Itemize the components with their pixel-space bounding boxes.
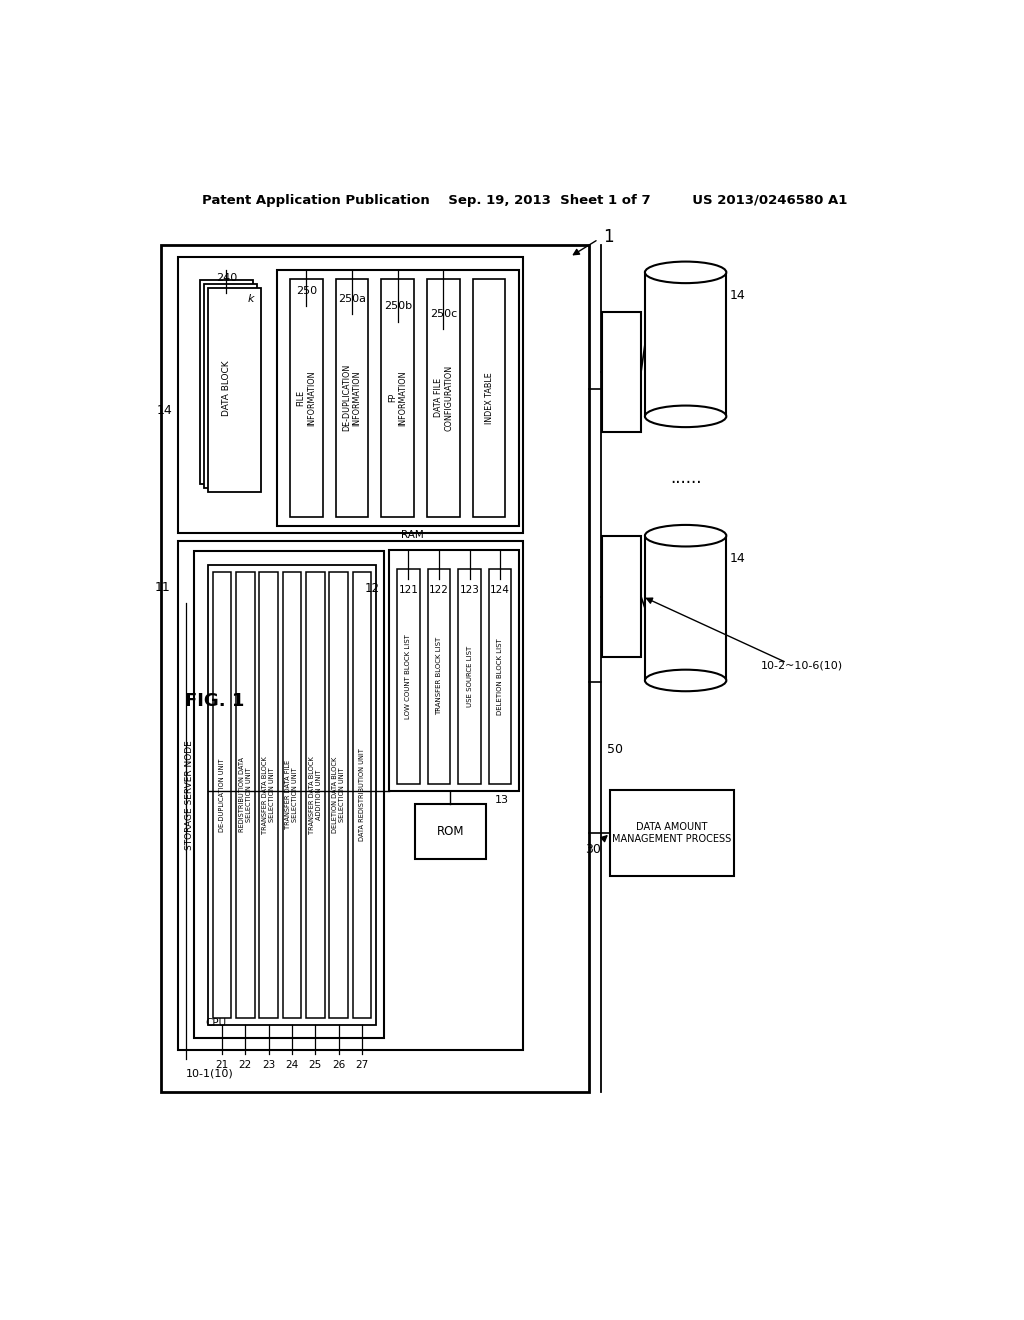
Ellipse shape bbox=[645, 669, 726, 692]
FancyBboxPatch shape bbox=[389, 549, 519, 792]
Text: 250b: 250b bbox=[384, 301, 412, 312]
Text: 30: 30 bbox=[585, 842, 601, 855]
Text: 50: 50 bbox=[606, 743, 623, 756]
FancyBboxPatch shape bbox=[276, 271, 518, 525]
FancyBboxPatch shape bbox=[336, 279, 369, 517]
Text: 22: 22 bbox=[239, 1060, 252, 1071]
FancyBboxPatch shape bbox=[200, 280, 253, 484]
FancyBboxPatch shape bbox=[259, 572, 278, 1018]
Text: ......: ...... bbox=[670, 469, 701, 487]
FancyBboxPatch shape bbox=[213, 572, 231, 1018]
FancyBboxPatch shape bbox=[602, 313, 641, 432]
Ellipse shape bbox=[645, 525, 726, 546]
Text: CPU: CPU bbox=[206, 1019, 226, 1028]
FancyBboxPatch shape bbox=[161, 244, 589, 1092]
Text: 1: 1 bbox=[603, 228, 613, 246]
FancyBboxPatch shape bbox=[473, 279, 506, 517]
Text: TRANSFER DATA FILE
SELECTION UNIT: TRANSFER DATA FILE SELECTION UNIT bbox=[286, 760, 298, 829]
Text: DELETION DATA BLOCK
SELECTION UNIT: DELETION DATA BLOCK SELECTION UNIT bbox=[332, 756, 345, 833]
FancyBboxPatch shape bbox=[208, 565, 376, 1024]
Text: 26: 26 bbox=[332, 1060, 345, 1071]
Text: LOW COUNT BLOCK LIST: LOW COUNT BLOCK LIST bbox=[406, 634, 412, 718]
Text: RAM: RAM bbox=[400, 531, 424, 540]
FancyBboxPatch shape bbox=[610, 789, 734, 876]
Text: 13: 13 bbox=[495, 795, 509, 805]
Text: 121: 121 bbox=[398, 585, 419, 594]
FancyBboxPatch shape bbox=[208, 288, 260, 492]
FancyBboxPatch shape bbox=[290, 279, 323, 517]
FancyBboxPatch shape bbox=[459, 569, 481, 784]
FancyBboxPatch shape bbox=[428, 569, 451, 784]
Text: FP
INFORMATION: FP INFORMATION bbox=[388, 370, 408, 425]
FancyBboxPatch shape bbox=[236, 572, 255, 1018]
Ellipse shape bbox=[645, 261, 726, 284]
Text: 250a: 250a bbox=[338, 293, 366, 304]
Text: 21: 21 bbox=[215, 1060, 228, 1071]
Text: 27: 27 bbox=[355, 1060, 369, 1071]
Text: 11: 11 bbox=[155, 581, 171, 594]
Text: 240: 240 bbox=[216, 273, 237, 282]
FancyBboxPatch shape bbox=[415, 804, 486, 859]
Text: k: k bbox=[247, 293, 254, 304]
Text: 24: 24 bbox=[286, 1060, 299, 1071]
FancyBboxPatch shape bbox=[178, 541, 523, 1051]
Text: 14: 14 bbox=[730, 289, 745, 302]
FancyBboxPatch shape bbox=[397, 569, 420, 784]
Text: STORAGE SERVER NODE: STORAGE SERVER NODE bbox=[184, 741, 194, 850]
Text: 122: 122 bbox=[429, 585, 449, 594]
Text: 10-2~10-6(10): 10-2~10-6(10) bbox=[761, 660, 844, 671]
Text: FIG. 1: FIG. 1 bbox=[185, 692, 245, 710]
FancyBboxPatch shape bbox=[194, 552, 384, 1038]
Text: 124: 124 bbox=[490, 585, 510, 594]
Ellipse shape bbox=[645, 405, 726, 428]
Text: Patent Application Publication    Sep. 19, 2013  Sheet 1 of 7         US 2013/02: Patent Application Publication Sep. 19, … bbox=[202, 194, 848, 207]
FancyBboxPatch shape bbox=[427, 279, 460, 517]
Text: 14: 14 bbox=[730, 552, 745, 565]
Text: DE-DUPLICATION UNIT: DE-DUPLICATION UNIT bbox=[219, 758, 225, 832]
Text: USE SOURCE LIST: USE SOURCE LIST bbox=[467, 645, 472, 706]
Text: DELETION BLOCK LIST: DELETION BLOCK LIST bbox=[497, 638, 503, 714]
Text: 10-1(10): 10-1(10) bbox=[185, 1068, 233, 1078]
FancyBboxPatch shape bbox=[381, 279, 414, 517]
FancyBboxPatch shape bbox=[645, 536, 726, 681]
FancyBboxPatch shape bbox=[645, 272, 726, 416]
Text: ROM: ROM bbox=[436, 825, 464, 838]
Text: 12: 12 bbox=[365, 582, 380, 594]
Text: 123: 123 bbox=[460, 585, 479, 594]
Text: 250c: 250c bbox=[430, 309, 457, 319]
Text: DATA FILE
CONFIGURATION: DATA FILE CONFIGURATION bbox=[434, 364, 454, 430]
Text: 250: 250 bbox=[296, 286, 316, 296]
Text: FILE
INFORMATION: FILE INFORMATION bbox=[297, 370, 316, 425]
Text: TRANSFER DATA BLOCK
ADDITION UNIT: TRANSFER DATA BLOCK ADDITION UNIT bbox=[309, 756, 322, 834]
Text: DE-DUPLICATION
INFORMATION: DE-DUPLICATION INFORMATION bbox=[342, 364, 361, 432]
FancyBboxPatch shape bbox=[488, 569, 511, 784]
Text: TRANSFER DATA BLOCK
SELECTION UNIT: TRANSFER DATA BLOCK SELECTION UNIT bbox=[262, 756, 275, 834]
FancyBboxPatch shape bbox=[178, 257, 523, 533]
Text: DATA REDISTRIBUTION UNIT: DATA REDISTRIBUTION UNIT bbox=[359, 748, 365, 841]
FancyBboxPatch shape bbox=[306, 572, 325, 1018]
Text: INDEX TABLE: INDEX TABLE bbox=[484, 372, 494, 424]
FancyBboxPatch shape bbox=[602, 536, 641, 657]
FancyBboxPatch shape bbox=[330, 572, 348, 1018]
FancyBboxPatch shape bbox=[204, 284, 257, 488]
Text: 25: 25 bbox=[308, 1060, 322, 1071]
Text: DATA AMOUNT
MANAGEMENT PROCESS: DATA AMOUNT MANAGEMENT PROCESS bbox=[612, 822, 732, 843]
Text: TRANSFER BLOCK LIST: TRANSFER BLOCK LIST bbox=[436, 638, 442, 715]
Text: REDISTRIBUTION DATA
SELECTION UNIT: REDISTRIBUTION DATA SELECTION UNIT bbox=[239, 758, 252, 833]
FancyBboxPatch shape bbox=[283, 572, 301, 1018]
Text: 23: 23 bbox=[262, 1060, 275, 1071]
Text: 14: 14 bbox=[157, 404, 172, 417]
FancyBboxPatch shape bbox=[352, 572, 372, 1018]
Text: DATA BLOCK: DATA BLOCK bbox=[222, 360, 231, 416]
